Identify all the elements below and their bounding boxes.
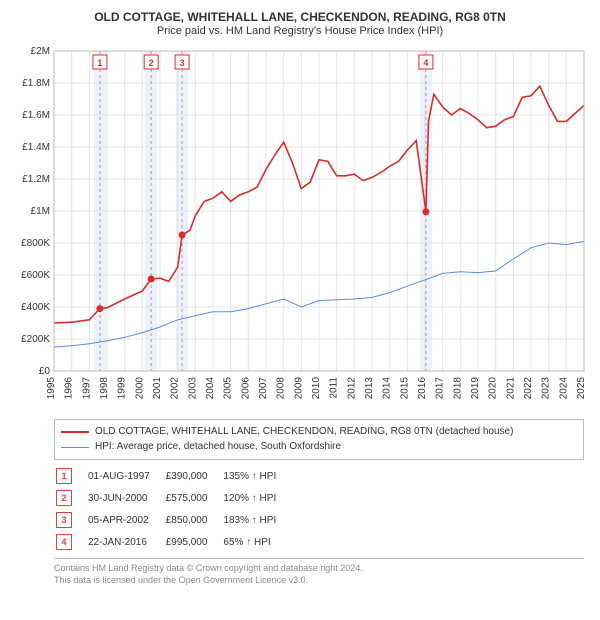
marker-price: £995,000 — [166, 532, 222, 552]
svg-text:2008: 2008 — [276, 377, 287, 400]
chart-legend: OLD COTTAGE, WHITEHALL LANE, CHECKENDON,… — [54, 419, 584, 460]
svg-text:2006: 2006 — [240, 377, 251, 400]
marker-box-icon: 3 — [56, 512, 72, 528]
legend-swatch-hpi — [61, 447, 89, 448]
svg-text:£400K: £400K — [21, 302, 50, 313]
marker-date: 22-JAN-2016 — [88, 532, 164, 552]
price-chart: £0 £200K £400K £600K £800K £1M £1.2M £1.4M £1.6M… — [10, 43, 590, 413]
svg-text:1998: 1998 — [99, 377, 110, 400]
marker-box-icon: 1 — [56, 468, 72, 484]
legend-swatch-price — [61, 431, 89, 433]
svg-text:2013: 2013 — [364, 377, 375, 400]
svg-text:2003: 2003 — [187, 377, 198, 400]
svg-text:2015: 2015 — [399, 377, 410, 400]
marker-date: 30-JUN-2000 — [88, 488, 164, 508]
arrow-up-icon: ↑ — [252, 515, 257, 526]
svg-text:1999: 1999 — [117, 377, 128, 400]
legend-row-price: OLD COTTAGE, WHITEHALL LANE, CHECKENDON,… — [61, 425, 577, 439]
svg-text:2021: 2021 — [505, 377, 516, 400]
page-subtitle: Price paid vs. HM Land Registry's House … — [10, 25, 590, 37]
markers-table-row: 2 30-JUN-2000£575,000120% ↑ HPI — [56, 488, 290, 508]
svg-text:2000: 2000 — [134, 377, 145, 400]
svg-text:3: 3 — [180, 58, 185, 68]
svg-text:2022: 2022 — [523, 377, 534, 400]
svg-text:£2M: £2M — [31, 46, 50, 57]
svg-text:1: 1 — [97, 58, 102, 68]
svg-text:£1M: £1M — [31, 206, 50, 217]
legend-label-hpi: HPI: Average price, detached house, Sout… — [95, 440, 341, 454]
svg-text:2002: 2002 — [170, 377, 181, 400]
marker-box-icon: 4 — [56, 534, 72, 550]
svg-text:4: 4 — [423, 58, 428, 68]
svg-text:£600K: £600K — [21, 270, 50, 281]
svg-text:£1.6M: £1.6M — [22, 110, 50, 121]
page-title: OLD COTTAGE, WHITEHALL LANE, CHECKENDON,… — [10, 10, 590, 24]
marker-price: £850,000 — [166, 510, 222, 530]
svg-text:1995: 1995 — [46, 377, 57, 400]
svg-text:2024: 2024 — [558, 377, 569, 400]
svg-text:2016: 2016 — [417, 377, 428, 400]
marker-pct: 183% ↑ HPI — [223, 510, 290, 530]
marker-date: 01-AUG-1997 — [88, 466, 164, 486]
svg-text:£1.4M: £1.4M — [22, 142, 50, 153]
marker-pct: 120% ↑ HPI — [223, 488, 290, 508]
svg-text:2014: 2014 — [382, 377, 393, 400]
svg-text:2012: 2012 — [346, 377, 357, 400]
legend-label-price: OLD COTTAGE, WHITEHALL LANE, CHECKENDON,… — [95, 425, 513, 439]
svg-text:£800K: £800K — [21, 238, 50, 249]
marker-pct: 65% ↑ HPI — [223, 532, 290, 552]
svg-text:1996: 1996 — [64, 377, 75, 400]
svg-text:£1.8M: £1.8M — [22, 78, 50, 89]
arrow-up-icon: ↑ — [252, 493, 257, 504]
marker-price: £390,000 — [166, 466, 222, 486]
svg-text:2010: 2010 — [311, 377, 322, 400]
svg-text:£0: £0 — [39, 366, 51, 377]
svg-text:2005: 2005 — [223, 377, 234, 400]
svg-text:2019: 2019 — [470, 377, 481, 400]
markers-table-row: 1 01-AUG-1997£390,000135% ↑ HPI — [56, 466, 290, 486]
svg-text:2007: 2007 — [258, 377, 269, 400]
svg-text:2011: 2011 — [329, 377, 340, 399]
legend-row-hpi: HPI: Average price, detached house, Sout… — [61, 440, 577, 454]
arrow-up-icon: ↑ — [252, 471, 257, 482]
svg-text:2020: 2020 — [488, 377, 499, 400]
svg-text:2018: 2018 — [452, 377, 463, 400]
footer-line-2: This data is licensed under the Open Gov… — [54, 574, 584, 586]
marker-pct: 135% ↑ HPI — [223, 466, 290, 486]
svg-text:2009: 2009 — [293, 377, 304, 400]
markers-table: 1 01-AUG-1997£390,000135% ↑ HPI 2 30-JUN-20… — [54, 464, 292, 554]
svg-text:£200K: £200K — [21, 334, 50, 345]
svg-text:2001: 2001 — [152, 377, 163, 400]
svg-text:2023: 2023 — [541, 377, 552, 400]
svg-text:2: 2 — [149, 58, 154, 68]
marker-price: £575,000 — [166, 488, 222, 508]
chart-svg: £0 £200K £400K £600K £800K £1M £1.2M £1.4M £1.6M… — [10, 43, 590, 413]
markers-table-row: 4 22-JAN-2016£995,00065% ↑ HPI — [56, 532, 290, 552]
marker-date: 05-APR-2002 — [88, 510, 164, 530]
svg-text:2017: 2017 — [435, 377, 446, 400]
svg-text:£1.2M: £1.2M — [22, 174, 50, 185]
arrow-up-icon: ↑ — [246, 537, 251, 548]
markers-table-row: 3 05-APR-2002£850,000183% ↑ HPI — [56, 510, 290, 530]
svg-text:1997: 1997 — [81, 377, 92, 400]
footer: Contains HM Land Registry data © Crown c… — [54, 558, 584, 586]
marker-box-icon: 2 — [56, 490, 72, 506]
svg-text:2004: 2004 — [205, 377, 216, 400]
svg-text:2025: 2025 — [576, 377, 587, 400]
footer-line-1: Contains HM Land Registry data © Crown c… — [54, 562, 584, 574]
